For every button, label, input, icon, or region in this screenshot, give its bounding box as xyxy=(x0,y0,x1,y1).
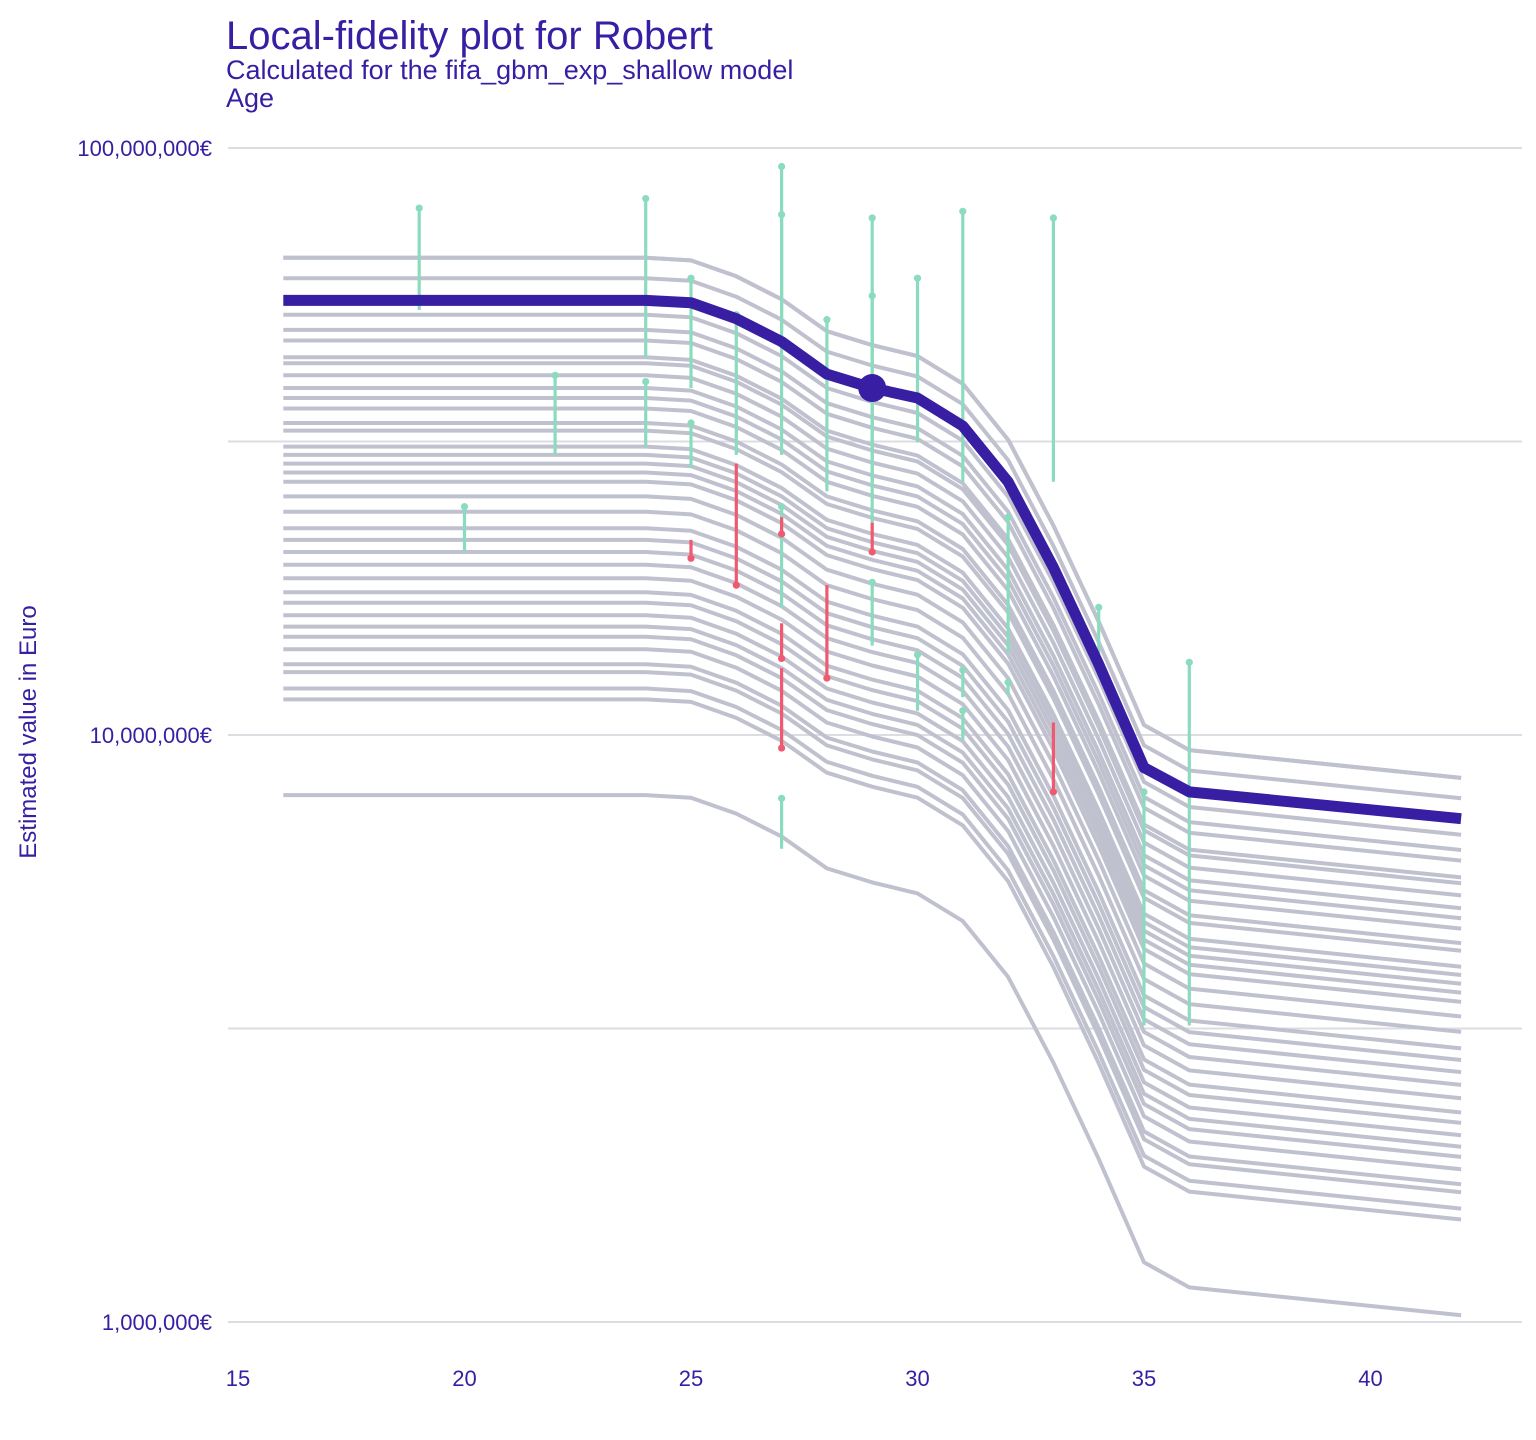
neighbor-profile-line xyxy=(283,526,1462,1051)
neighbor-profile-line xyxy=(283,355,1462,880)
residual-point xyxy=(913,651,922,659)
neighbor-profile-line xyxy=(283,509,1462,1034)
residual-point xyxy=(1004,513,1012,521)
y-tick-label: 1,000,000€ xyxy=(102,1310,212,1335)
residual-point xyxy=(868,292,876,300)
y-axis-ticks: 1,000,000€ 10,000,000€ 100,000,000€ xyxy=(77,136,212,1335)
residual-point xyxy=(415,204,423,212)
y-axis-label: Estimated value in Euro xyxy=(15,605,42,858)
neighbor-profile-line xyxy=(283,662,1462,1187)
residual-point xyxy=(1095,603,1103,611)
neighbor-profile-line xyxy=(283,494,1462,1019)
neighbor-profile-line xyxy=(283,361,1462,886)
neighbor-profile-line xyxy=(283,421,1462,946)
x-tick-label: 30 xyxy=(905,1366,929,1391)
neighbor-profile-line xyxy=(283,461,1462,986)
neighbor-profile-line xyxy=(283,470,1462,995)
residual-point xyxy=(778,530,786,538)
y-tick-label: 10,000,000€ xyxy=(90,723,212,748)
residual-segments xyxy=(415,162,1193,1026)
residual-point xyxy=(778,654,786,663)
chart-title: Local-fidelity plot for Robert xyxy=(226,14,713,58)
residual-point xyxy=(778,502,786,511)
x-tick-label: 15 xyxy=(226,1366,250,1391)
neighbor-profile-line xyxy=(283,793,1462,1318)
residual-point xyxy=(551,371,559,379)
observation-point xyxy=(858,374,887,403)
neighbor-profile-line xyxy=(283,479,1462,1004)
residual-point xyxy=(778,211,786,219)
residual-point xyxy=(1185,658,1193,666)
residual-point xyxy=(642,377,650,386)
residual-point xyxy=(1140,788,1148,796)
neighbor-profile-line xyxy=(283,697,1462,1222)
x-tick-label: 35 xyxy=(1132,1366,1156,1391)
neighbor-profile-line xyxy=(283,373,1462,898)
residual-point xyxy=(868,214,876,222)
y-tick-label: 100,000,000€ xyxy=(77,136,212,161)
neighbor-profile-line xyxy=(283,576,1462,1101)
neighbor-profile-line xyxy=(283,396,1462,921)
residual-point xyxy=(642,194,650,203)
neighbor-profile-line xyxy=(283,686,1462,1211)
x-tick-label: 20 xyxy=(452,1366,476,1391)
neighbor-profile-line xyxy=(283,634,1462,1159)
residual-point xyxy=(1049,214,1057,222)
chart-subtitle: Calculated for the fifa_gbm_exp_shallow … xyxy=(226,55,794,85)
residual-point xyxy=(687,419,695,427)
residual-point xyxy=(823,316,831,324)
residual-point xyxy=(778,744,786,752)
neighbor-profile-line xyxy=(283,452,1462,977)
residual-point xyxy=(460,502,469,511)
residual-point xyxy=(868,548,876,556)
gridlines xyxy=(228,147,1522,1323)
residual-point xyxy=(1049,788,1057,796)
residual-point xyxy=(687,274,695,282)
x-tick-label: 25 xyxy=(679,1366,703,1391)
residual-point xyxy=(778,162,786,171)
residual-point xyxy=(959,207,967,215)
residual-point xyxy=(913,274,922,282)
x-tick-label: 40 xyxy=(1358,1366,1382,1391)
residual-point xyxy=(732,581,740,589)
neighbor-profile-line xyxy=(283,624,1462,1149)
observation-profile xyxy=(283,294,1462,825)
residual-point xyxy=(687,554,695,562)
residual-point xyxy=(778,794,786,802)
neighbor-profile-line xyxy=(283,444,1462,969)
observation-profile-line xyxy=(283,294,1462,825)
neighbor-profile-line xyxy=(283,647,1462,1172)
facet-label: Age xyxy=(226,83,275,113)
residual-point xyxy=(823,674,831,682)
residual-point xyxy=(959,707,967,715)
x-axis-ticks: 15 20 25 30 35 40 xyxy=(226,1366,1383,1391)
neighbor-profile-line xyxy=(283,550,1462,1075)
neighbor-profile-line xyxy=(283,670,1462,1195)
neighbor-profile-line xyxy=(283,428,1462,953)
residual-point xyxy=(1004,678,1012,686)
neighbor-profile-line xyxy=(283,537,1462,1062)
neighbor-profile-line xyxy=(283,613,1462,1138)
neighbor-profile-line xyxy=(283,386,1462,911)
residual-point xyxy=(868,578,876,586)
residual-point xyxy=(959,666,967,674)
neighbor-profile-line xyxy=(283,406,1462,931)
